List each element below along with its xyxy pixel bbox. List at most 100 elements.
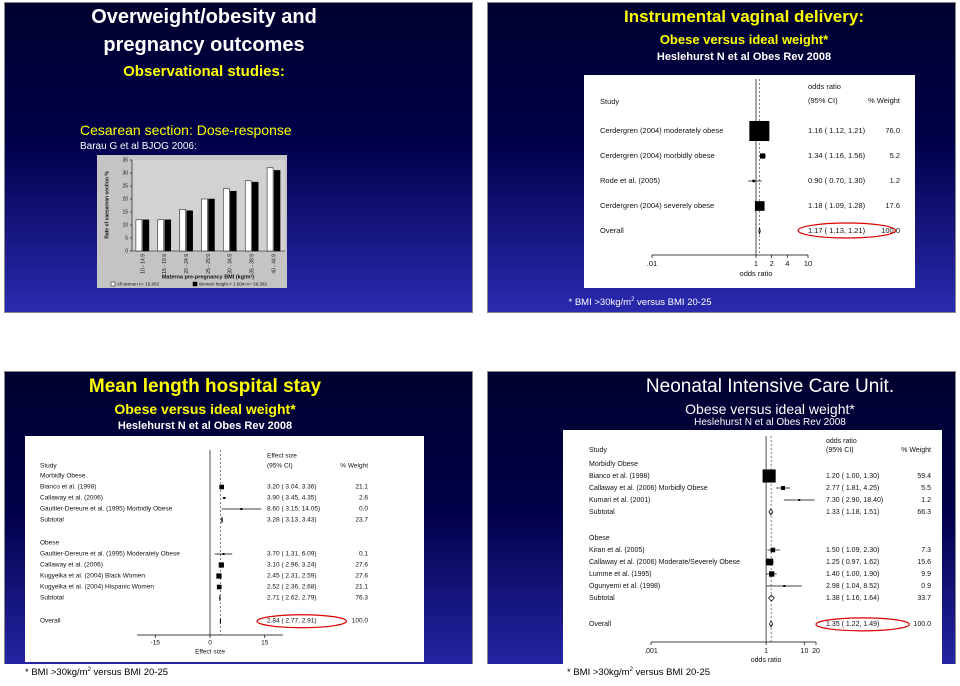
- study-label: Lumme et al. (1995): [589, 571, 652, 578]
- highlight: [797, 222, 897, 239]
- bar: [179, 209, 186, 252]
- study-marker: [240, 508, 243, 510]
- column-header: Study: [589, 447, 607, 454]
- legend-label: All women n= 16,062: [117, 282, 160, 287]
- weight: 1.2: [921, 497, 931, 504]
- column-header: (95% CI): [267, 463, 293, 470]
- study-label: Subtotal: [40, 517, 64, 524]
- estimate: 1.17 ( 1.13, 1.21): [808, 226, 866, 235]
- x-tick-label: 10: [804, 259, 812, 268]
- column-header: odds ratio: [808, 82, 841, 91]
- y-tick-label: 5: [125, 235, 128, 241]
- y-tick-label: 0: [125, 248, 128, 254]
- estimate: 2.98 ( 1.04, 8.52): [826, 583, 879, 590]
- bar: [186, 210, 193, 252]
- column-header: Study: [600, 97, 619, 106]
- pooled-diamond: [221, 516, 223, 524]
- weight: 1.2: [890, 176, 900, 185]
- weight: 23.7: [355, 517, 368, 524]
- column-header: (95% CI): [826, 447, 854, 454]
- study-label: Bianco et al. (1998): [589, 473, 650, 480]
- estimate: 3.70 ( 1.31, 6.09): [267, 551, 317, 558]
- estimate: 2.84 ( 2.77, 2.91): [267, 618, 317, 625]
- column-header: Study: [40, 463, 57, 470]
- study-label: Overall: [589, 621, 612, 628]
- y-tick-label: 15: [122, 209, 128, 215]
- x-tick-label: 15 - 19.9: [162, 254, 168, 274]
- bar: [135, 219, 143, 252]
- weight: 0.1: [359, 551, 368, 558]
- study-label: Kugyelka et al. (2004) Hispanic Women: [40, 584, 154, 591]
- study-marker: [770, 547, 776, 553]
- study-label: Cerdergren (2004) morbidly obese: [600, 151, 715, 160]
- study-marker: [218, 562, 224, 568]
- x-tick-label: 15: [261, 640, 269, 647]
- footer-strip: [4, 664, 473, 686]
- x-tick-label: 1: [754, 259, 758, 268]
- weight: 0.0: [359, 506, 368, 513]
- footnote-sup: 2: [87, 667, 91, 673]
- weight: 9.9: [921, 571, 931, 578]
- study-marker: [752, 179, 755, 183]
- forest-plot: Study Effect size (95% CI) % Weight Morbidly…: [25, 436, 424, 662]
- weight: 100.0: [352, 618, 369, 625]
- estimate: 1.18 ( 1.09, 1.28): [808, 201, 866, 210]
- weight: 0.9: [921, 583, 931, 590]
- study-marker: [783, 585, 786, 587]
- citation: Heslehurst N et al Obes Rev 2008: [117, 420, 293, 432]
- slide-title: Instrumental vaginal delivery:: [624, 7, 864, 26]
- slide-title: Overweight/obesity and: [91, 6, 317, 28]
- study-label: Subtotal: [40, 595, 64, 602]
- group-label: Obese: [589, 535, 610, 542]
- footnote: * BMI >30kg/m2 versus BMI 20-25: [25, 667, 168, 678]
- study-marker: [219, 484, 224, 490]
- study-marker: [781, 486, 786, 490]
- slide-heading: Cesarean section: Dose-response: [80, 122, 292, 138]
- bar: [230, 190, 237, 252]
- x-tick-label: 10 - 14.9: [140, 254, 146, 274]
- footnote-text: * BMI >30kg/m: [567, 667, 630, 679]
- x-axis-title: odds ratio: [740, 269, 773, 278]
- bar: [266, 167, 274, 252]
- y-axis-title: Rate of caesarean section %: [104, 171, 110, 239]
- highlight: [256, 614, 348, 629]
- y-tick-label: 20: [122, 196, 128, 202]
- weight: 5.5: [921, 485, 931, 492]
- study-label: Rode et al. (2005): [600, 176, 661, 185]
- weight: 76.0: [885, 126, 900, 135]
- study-label: Gaultier-Dereure et al. (1995) Morbidly …: [40, 506, 173, 513]
- x-tick-label: .001: [644, 648, 658, 655]
- study-marker: [216, 584, 222, 590]
- forest-plot: Study odds ratio (95% CI) % Weight Cerdergre…: [584, 75, 915, 288]
- study-label: Bianco et al. (1998): [40, 484, 96, 491]
- footnote: * BMI >30kg/m2 versus BMI 20-25: [567, 667, 710, 678]
- column-header: Effect size: [267, 453, 297, 460]
- footnote: * BMI >30kg/m2 versus BMI 20-25: [568, 297, 711, 308]
- bar: [273, 170, 281, 252]
- study-label: Gaultier-Dereure et al. (1995) Moderatel…: [40, 551, 180, 558]
- legend-swatch: [110, 281, 116, 287]
- footnote-text: versus BMI 20-25: [634, 297, 712, 309]
- footnote-text: versus BMI 20-25: [90, 667, 169, 679]
- x-tick-label: 35 - 39.9: [250, 254, 256, 274]
- study-label: Callaway et al. (2006) Moderate/Severely…: [589, 559, 740, 566]
- study-label: Kiran et al. (2005): [589, 547, 645, 554]
- weight: 100.0: [913, 621, 931, 628]
- slide-subtitle: Obese versus ideal weight*: [685, 401, 855, 417]
- study-marker: [222, 553, 225, 555]
- slide-subtitle: Observational studies:: [123, 63, 285, 80]
- estimate: 2.77 ( 1.81, 4.25): [826, 485, 879, 492]
- study-label: Overall: [40, 618, 61, 625]
- estimate: 3.90 ( 3.45, 4.35): [267, 495, 317, 502]
- bar: [223, 188, 230, 252]
- x-tick-label: 40 - 44.9: [271, 254, 277, 274]
- study-label: Callaway et al. (2006): [40, 495, 103, 502]
- study-marker: [759, 153, 766, 159]
- estimate: 1.16 ( 1.12, 1.21): [808, 126, 866, 135]
- footnote-text: * BMI >30kg/m: [568, 297, 632, 309]
- weight: 7.3: [921, 547, 931, 554]
- legend-swatch: [192, 281, 198, 287]
- estimate: 3.20 ( 3.04, 3.36): [267, 484, 317, 491]
- estimate: 1.25 ( 0.97, 1.62): [826, 559, 879, 566]
- citation: Barau G et al BJOG 2006:: [80, 141, 197, 152]
